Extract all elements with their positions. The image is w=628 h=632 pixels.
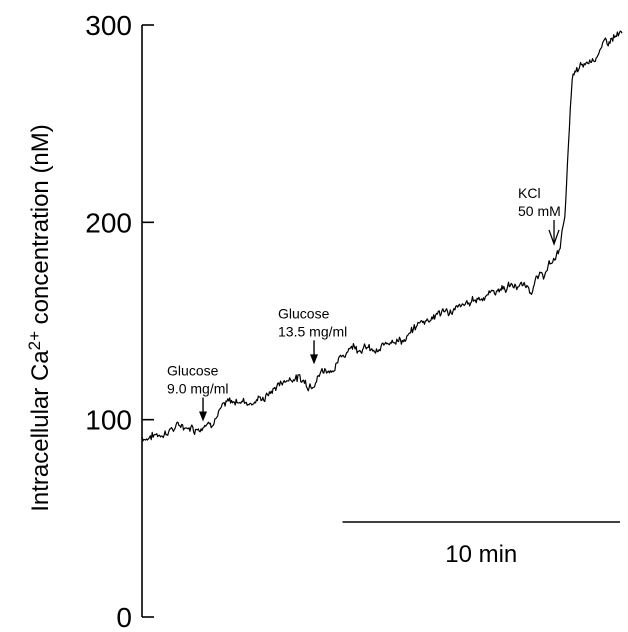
y-tick-label: 100 bbox=[85, 405, 132, 436]
annotation-detail: 13.5 mg/ml bbox=[278, 323, 347, 339]
annotations: Glucose 9.0 mg/ml Glucose 13.5 mg/ml KCl 50 m… bbox=[167, 185, 561, 422]
y-axis-label-main: Intracellular Ca bbox=[27, 350, 54, 512]
time-scale-bar: 10 min bbox=[342, 521, 620, 568]
arrow-head-icon bbox=[310, 354, 319, 365]
y-tick-label: 0 bbox=[116, 602, 132, 632]
arrow-head-icon bbox=[199, 411, 208, 422]
open-arrow-head-icon bbox=[548, 229, 560, 246]
annotation-title: KCl bbox=[518, 185, 541, 201]
y-axis: 0 100 200 300 bbox=[85, 10, 154, 632]
annotation: Glucose 9.0 mg/ml bbox=[167, 363, 229, 422]
y-axis-label-rest: concentration (nM) bbox=[27, 124, 54, 331]
annotation-title: Glucose bbox=[278, 305, 330, 321]
annotation: Glucose 13.5 mg/ml bbox=[278, 305, 347, 365]
annotation-detail: 9.0 mg/ml bbox=[167, 381, 228, 397]
annotation-detail: 50 mM bbox=[518, 203, 561, 219]
y-axis-label: Intracellular Ca2+ concentration (nM) bbox=[25, 124, 54, 512]
annotation-title: Glucose bbox=[167, 363, 219, 379]
calcium-trace-line bbox=[141, 30, 623, 442]
annotation: KCl 50 mM bbox=[518, 185, 561, 246]
y-tick-label: 300 bbox=[85, 10, 132, 41]
scale-bar-label: 10 min bbox=[445, 541, 517, 568]
y-tick-label: 200 bbox=[85, 207, 132, 238]
plot-area bbox=[141, 30, 623, 442]
y-axis-label-superscript: 2+ bbox=[25, 331, 44, 350]
